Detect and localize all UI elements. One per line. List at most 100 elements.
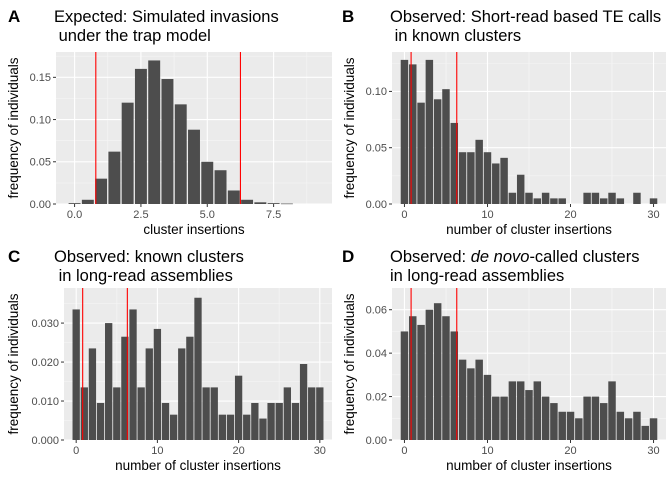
bar xyxy=(226,414,235,440)
bar xyxy=(483,374,492,440)
bar xyxy=(467,152,475,204)
panel-letter: A xyxy=(8,7,20,26)
bars xyxy=(72,297,324,440)
bar xyxy=(641,425,649,440)
bar xyxy=(616,411,625,440)
y-tick-label: 0.020 xyxy=(31,357,59,369)
bar xyxy=(96,402,105,440)
bar xyxy=(308,387,316,440)
bar xyxy=(583,396,591,440)
reference-lines xyxy=(95,52,241,204)
bar xyxy=(541,192,550,204)
bar xyxy=(475,359,483,440)
title-span: de novo xyxy=(471,248,530,266)
x-tick-label: 7.5 xyxy=(266,209,281,221)
bar xyxy=(259,418,267,440)
panel-d: 0 10 20 30 0.00 0.02 0.04 0.06 number of cluster… xyxy=(342,247,666,473)
panel-title-line: Observed: Short-read based TE calls xyxy=(390,8,661,26)
bar xyxy=(210,387,218,440)
bar xyxy=(633,192,641,204)
y-tick-label: 0.10 xyxy=(30,114,51,126)
x-tick-label: 0 xyxy=(73,445,79,457)
bar xyxy=(442,316,450,440)
reference-lines xyxy=(410,288,458,440)
y-axis-label: frequency of individuals xyxy=(6,293,21,434)
y-tick-label: 0.00 xyxy=(30,199,51,211)
reference-lines xyxy=(410,52,458,204)
bars xyxy=(400,303,658,440)
bar xyxy=(299,364,308,440)
bar xyxy=(178,348,186,440)
x-tick-label: 20 xyxy=(564,445,576,457)
y-tick-label: 0.06 xyxy=(366,305,387,317)
bar xyxy=(254,202,267,204)
bar xyxy=(80,387,88,440)
bar xyxy=(145,348,153,440)
panel-title-line: in known clusters xyxy=(390,27,521,45)
bar xyxy=(243,414,251,440)
bar xyxy=(227,190,240,204)
axes: 0 10 20 30 0.00 0.02 0.04 0.06 xyxy=(366,305,660,457)
bar xyxy=(624,418,633,440)
bar xyxy=(550,403,558,440)
y-axis-label: frequency of individuals xyxy=(6,57,21,198)
bar xyxy=(291,402,300,440)
bar xyxy=(251,402,259,440)
bar xyxy=(525,390,533,440)
bar xyxy=(599,198,608,204)
bar xyxy=(500,396,508,440)
reference-lines xyxy=(82,288,128,440)
axes: 0.0 2.5 5.0 7.5 0.00 0.05 0.10 0.15 xyxy=(30,72,282,221)
y-tick-label: 0.00 xyxy=(366,435,387,447)
bar xyxy=(425,309,434,440)
panel-title-line: in long-read assemblies xyxy=(390,267,564,285)
bar xyxy=(492,396,500,440)
bar xyxy=(533,198,542,204)
x-axis-label: number of cluster insertions xyxy=(115,458,281,473)
bar xyxy=(450,331,459,440)
bar xyxy=(241,199,254,204)
x-tick-label: 30 xyxy=(647,445,659,457)
x-tick-label: 30 xyxy=(314,445,326,457)
y-tick-label: 0.000 xyxy=(31,435,59,447)
bar xyxy=(68,203,81,204)
x-tick-label: 30 xyxy=(647,209,659,221)
bar xyxy=(88,348,97,440)
bar xyxy=(649,418,658,440)
bar xyxy=(134,68,147,204)
panel-title-line: in long-read assemblies xyxy=(54,267,233,285)
bar xyxy=(508,192,517,204)
bar xyxy=(475,139,483,204)
axes: 0 10 20 30 0.00 0.05 0.10 xyxy=(366,86,660,221)
bar xyxy=(433,303,442,440)
bar xyxy=(137,387,145,440)
panel-b: 0 10 20 30 0.00 0.05 0.10 number of cluster ins… xyxy=(342,7,666,237)
panel-letter: C xyxy=(8,247,20,266)
bar xyxy=(153,328,162,440)
panel-c: 0 10 20 30 0.000 0.010 0.020 0.030 number of clu… xyxy=(6,247,332,473)
panel-title-line: under the trap model xyxy=(54,27,211,45)
panel-title-line: Observed: known clusters xyxy=(54,248,244,266)
bar xyxy=(533,381,542,440)
panel-letter: D xyxy=(342,247,354,266)
y-tick-label: 0.00 xyxy=(366,199,387,211)
bar xyxy=(558,198,566,204)
x-tick-label: 20 xyxy=(232,445,244,457)
bar xyxy=(599,403,608,440)
title-span: Observed: xyxy=(390,248,471,266)
bar xyxy=(234,375,243,440)
bar xyxy=(121,102,134,204)
bar xyxy=(492,163,500,204)
bar xyxy=(591,192,600,204)
bar xyxy=(121,336,129,440)
y-tick-label: 0.05 xyxy=(366,143,387,155)
bar xyxy=(616,198,625,204)
bar xyxy=(608,381,616,440)
bar xyxy=(95,178,108,204)
bar xyxy=(417,324,425,440)
panel-letter: B xyxy=(342,7,354,26)
bar xyxy=(148,60,161,204)
bar xyxy=(583,192,591,204)
bar xyxy=(500,157,508,204)
